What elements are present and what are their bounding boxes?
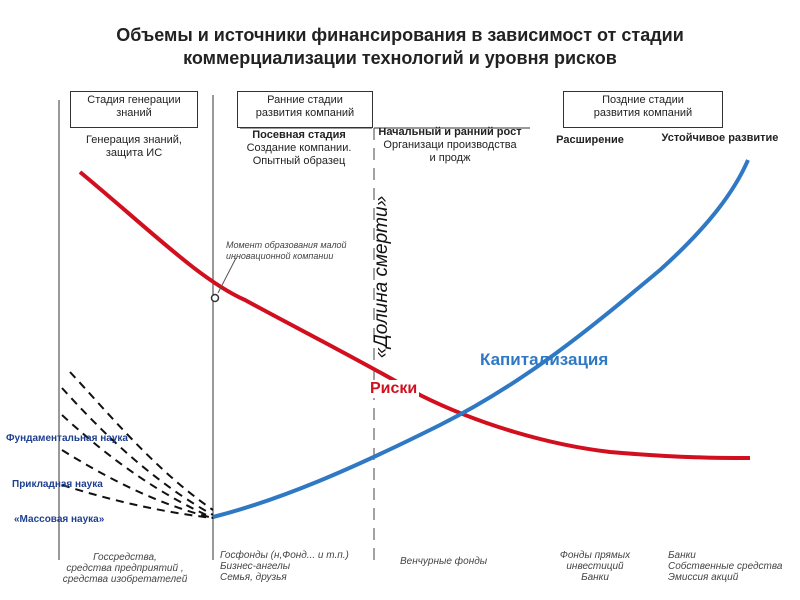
funding-direct-line-1: Фонды прямых <box>559 550 631 561</box>
science-dashed-curves <box>61 371 214 519</box>
substage-seed-title: Посевная стадия <box>252 129 346 141</box>
funding-angels-line-3: Семья, друзья <box>220 572 287 583</box>
funding-banks-line-3: Эмиссия акций <box>668 572 739 583</box>
capitalization-label: Капитализация <box>480 350 609 369</box>
funding-banks-line-2: Собственные средства <box>668 561 783 572</box>
substage-expansion-title: Расширение <box>556 134 624 146</box>
substage-initial-title: Начальный и ранний рост <box>378 126 522 138</box>
science-applied: Прикладная наука <box>12 479 103 490</box>
funding-banks-line-1: Банки <box>668 550 696 561</box>
risk-curve <box>78 170 751 460</box>
funding-angels-line-1: Госфонды (н,Фонд... и т.п.) <box>220 550 349 561</box>
risks-label: Риски <box>368 380 420 398</box>
death-valley-label: «Долина смерти» <box>371 195 392 359</box>
funding-direct: Фонды прямых инвестиций Банки <box>545 550 645 583</box>
funding-state: Госсредства, средства предприятий , сред… <box>40 552 210 585</box>
substage-initial-desc-2: и продж <box>429 152 471 164</box>
stage-box-early: Ранние стадии развития компаний <box>237 91 373 128</box>
funding-direct-line-2: инвестиций <box>566 561 624 572</box>
stage-early-line-2: развития компаний <box>255 107 355 119</box>
science-fundamental: Фундаментальная наука <box>6 433 128 444</box>
stage-late-line-2: развития компаний <box>593 107 693 119</box>
stage-late-line-1: Поздние стадии <box>602 94 684 106</box>
funding-angels-line-2: Бизнес-ангелы <box>220 561 291 572</box>
company-formation-point <box>210 293 220 303</box>
company-formation-note-line-2: инновационной компании <box>226 251 334 261</box>
substage-seed-desc-2: Опытный образец <box>252 155 346 167</box>
title-line-1: Объемы и источники финансирования в зави… <box>116 25 684 45</box>
company-formation-note-line-1: Момент образования малой <box>226 240 347 250</box>
substage-seed-desc-1: Создание компании. <box>246 142 352 154</box>
substage-knowledge: Генерация знаний, защита ИС <box>64 134 204 160</box>
funding-state-line-2: средства предприятий , <box>66 563 184 574</box>
substage-sustainable: Устойчивое развитие <box>650 132 790 145</box>
stage-early-line-1: Ранние стадии <box>267 94 343 106</box>
substage-knowledge-desc: защита ИС <box>105 147 163 159</box>
page-title: Объемы и источники финансирования в зави… <box>60 24 740 70</box>
science-mass: «Массовая наука» <box>14 514 105 525</box>
company-formation-note: Момент образования малой инновационной к… <box>226 240 366 262</box>
funding-venture: Венчурные фонды <box>400 556 520 567</box>
funding-state-line-3: средства изобретателей <box>62 574 188 585</box>
substage-sustainable-title: Устойчивое развитие <box>661 132 779 144</box>
substage-knowledge-title: Генерация знаний, <box>86 134 182 146</box>
stage-box-late: Поздние стадии развития компаний <box>563 91 723 128</box>
funding-state-line-1: Госсредства, <box>93 552 157 563</box>
capitalization-curve <box>212 159 750 519</box>
substage-initial-desc-1: Организаци производства <box>383 139 517 151</box>
substage-initial: Начальный и ранний рост Организаци произ… <box>370 126 530 165</box>
funding-angels: Госфонды (н,Фонд... и т.п.) Бизнес-ангел… <box>220 550 380 583</box>
substage-expansion: Расширение <box>545 134 635 147</box>
title-line-2: коммерциализации технологий и уровня рис… <box>183 48 617 68</box>
funding-direct-line-3: Банки <box>581 572 609 583</box>
stage-generation-line-1: Стадия генерации <box>87 94 181 106</box>
company-formation-leader <box>217 257 237 294</box>
funding-banks: Банки Собственные средства Эмиссия акций <box>668 550 796 583</box>
stage-generation-line-2: знаний <box>116 107 152 119</box>
funding-venture-line-1: Венчурные фонды <box>400 556 488 567</box>
substage-seed: Посевная стадия Создание компании. Опытн… <box>226 129 372 168</box>
stage-box-generation: Стадия генерации знаний <box>70 91 198 128</box>
